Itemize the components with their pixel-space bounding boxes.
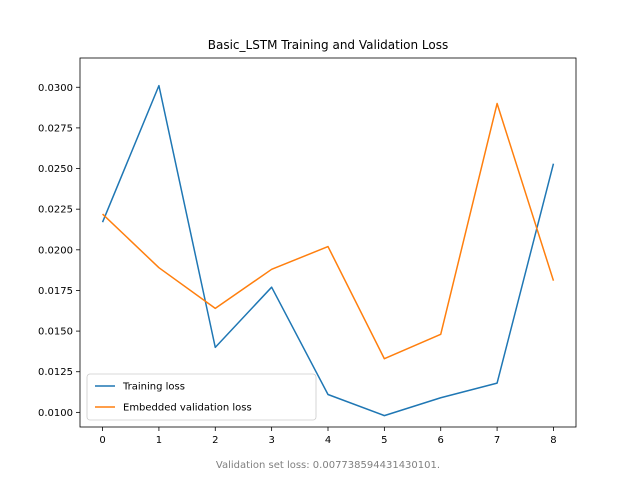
x-tick-label: 5 — [381, 435, 387, 446]
series-layer — [101, 84, 555, 417]
legend: Training loss Embedded validation loss — [86, 373, 317, 421]
x-tick-label: 2 — [212, 435, 218, 446]
legend-label: Training loss — [122, 382, 185, 393]
x-tick-label: 1 — [156, 435, 162, 446]
axes-frame — [79, 57, 577, 428]
x-tick-label: 7 — [494, 435, 500, 446]
y-tick-label: 0.0300 — [38, 83, 73, 94]
legend-label: Embedded validation loss — [123, 403, 252, 414]
x-tick-label: 8 — [550, 435, 556, 446]
x-tick-label: 3 — [268, 435, 274, 446]
validation-footnote: Validation set loss: 0.00773859443143010… — [216, 460, 440, 471]
chart-title: Basic_LSTM Training and Validation Loss — [208, 38, 449, 52]
y-tick-label: 0.0250 — [38, 164, 73, 175]
y-tick-label: 0.0225 — [38, 205, 73, 216]
x-tick-label: 4 — [325, 435, 331, 446]
legend-box — [86, 373, 317, 421]
x-axis: 0 1 2 3 4 5 6 7 8 — [99, 427, 557, 446]
y-axis: 0.0100 0.0125 0.0150 0.0175 0.0200 0.0225 0.02… — [38, 83, 80, 419]
y-tick-label: 0.0150 — [38, 327, 73, 338]
y-tick-label: 0.0125 — [38, 367, 73, 378]
x-tick-label: 0 — [99, 435, 105, 446]
x-tick-label: 6 — [438, 435, 444, 446]
y-tick-label: 0.0200 — [38, 245, 73, 256]
y-tick-label: 0.0100 — [38, 408, 73, 419]
series-line-training-loss — [101, 84, 555, 417]
series-line-validation-loss — [102, 102, 555, 360]
y-tick-label: 0.0275 — [38, 123, 73, 134]
plot-area — [79, 57, 577, 428]
y-tick-label: 0.0175 — [38, 286, 73, 297]
